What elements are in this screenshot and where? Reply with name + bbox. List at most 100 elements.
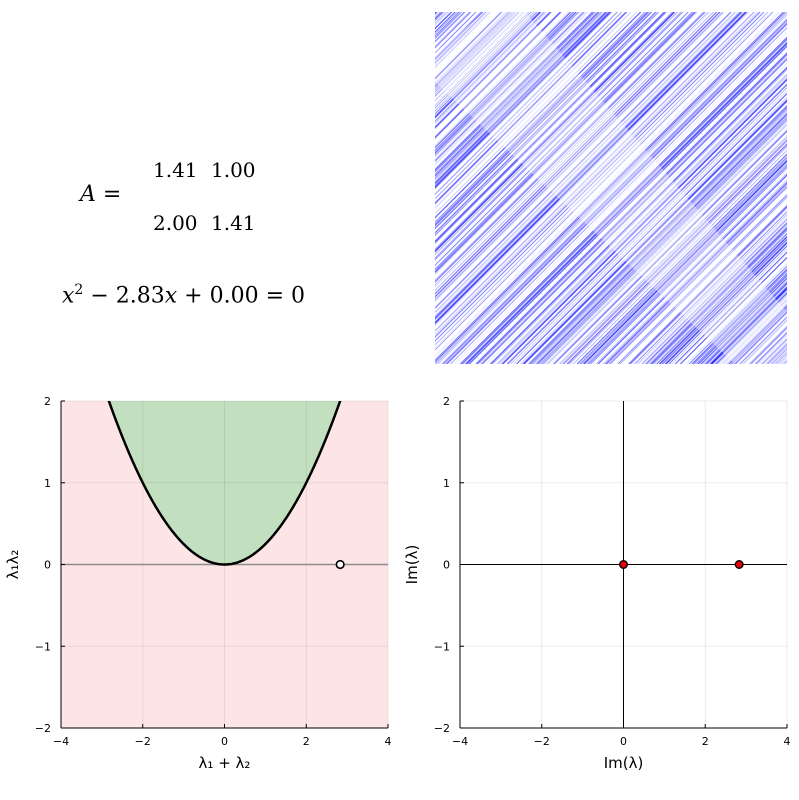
stripe-line [435, 12, 593, 171]
stripe-line [646, 222, 787, 364]
stripe-line [605, 181, 787, 364]
stripe-line [696, 272, 787, 364]
stripe-line [435, 12, 721, 298]
stripe-line [435, 12, 786, 363]
stripe-line [562, 138, 787, 364]
equation-middle: − 2.83 [83, 283, 165, 309]
stripe-line [435, 12, 584, 162]
stripe-line [435, 12, 715, 292]
stripe-line [699, 275, 787, 364]
y-tick-label: 2 [44, 395, 51, 408]
stripe-line [435, 12, 541, 119]
stripe-line [435, 12, 588, 166]
y-tick-label: −2 [434, 722, 450, 735]
stripe-line [435, 12, 725, 303]
stripe-line [537, 113, 787, 364]
stripe-line [435, 12, 507, 84]
stripe-line [435, 12, 532, 109]
stripe-line [524, 101, 787, 364]
stripe-line [608, 184, 787, 364]
stripe-line [578, 155, 787, 364]
stripe-line [462, 38, 787, 364]
stripe-line [435, 12, 632, 209]
stripe-line [435, 12, 618, 195]
stripe-line [553, 129, 787, 364]
stripe-line [591, 168, 787, 364]
stripe-line [435, 12, 611, 189]
stripe-line [435, 12, 525, 103]
matrix-cell-r1c1: 1.41 [153, 158, 198, 182]
stripe-line [596, 173, 787, 364]
stripe-line [435, 12, 595, 172]
stripe-line [627, 204, 787, 364]
stripe-line [688, 265, 787, 364]
stripe-line [715, 292, 787, 364]
stripe-line [666, 243, 787, 364]
stripe-line [475, 52, 787, 364]
stripe-line [637, 213, 787, 364]
stripe-line [674, 251, 787, 364]
stripe-line [502, 78, 787, 364]
stripe-line [576, 153, 787, 364]
stripe-line [435, 12, 667, 244]
stripe-line [435, 12, 502, 80]
stripe-line [489, 66, 787, 364]
stripe-line [435, 12, 647, 225]
stripe-line [435, 12, 575, 153]
stripe-line [641, 218, 787, 364]
stripe-line [435, 12, 594, 171]
stripe-line [435, 12, 642, 219]
stripe-line [435, 12, 676, 253]
stripe-line [435, 12, 732, 310]
equation-var: x [62, 283, 75, 309]
stripe-line [435, 12, 520, 97]
stripe-line [435, 12, 574, 151]
stripe-line [435, 12, 774, 351]
x-tick-label: 2 [702, 735, 709, 748]
x-tick-label: 2 [303, 735, 310, 748]
stripe-line [546, 123, 787, 364]
stripe-line [652, 228, 787, 364]
stable-region [61, 401, 388, 565]
stripe-line [435, 12, 735, 313]
stripe-line [722, 299, 787, 364]
stripe-line [566, 143, 787, 364]
equation-exponent: 2 [74, 282, 84, 298]
stripe-line [679, 256, 787, 364]
stripe-line [435, 12, 623, 200]
stripe-line [581, 157, 787, 364]
stripe-line [435, 12, 570, 148]
stripe-line [435, 12, 515, 93]
stripe-line [711, 287, 787, 364]
y-tick-label: 2 [443, 395, 450, 408]
stripe-line [579, 156, 787, 364]
stripe-line [468, 45, 787, 364]
stripe-line [650, 227, 787, 364]
stripe-line [435, 12, 650, 227]
x-tick-label: −4 [53, 735, 69, 748]
stripe-line [587, 163, 787, 364]
stripe-line [649, 226, 787, 364]
stripe-line [475, 52, 787, 364]
stripe-line [490, 66, 787, 364]
stripe-line [435, 12, 578, 155]
stripe-line [656, 233, 787, 364]
stripe-line [435, 12, 512, 89]
stripe-line [545, 122, 787, 364]
stripe-line [445, 21, 787, 364]
stripe-line [435, 12, 603, 181]
stripe-line [442, 19, 787, 364]
stripe-line [638, 215, 787, 364]
stripe-line [692, 268, 787, 364]
stripe-line [617, 194, 787, 364]
stripe-line [630, 207, 787, 364]
stripe-line [697, 274, 787, 364]
stripe-line [644, 221, 787, 364]
matrix-cell-r2c1: 2.00 [153, 211, 198, 235]
stripe-line [523, 100, 787, 364]
stripe-line [505, 81, 787, 364]
y-tick-label: −1 [434, 640, 450, 653]
stripe-line [435, 12, 675, 253]
stripe-line [464, 41, 787, 364]
stripe-line [435, 12, 666, 243]
